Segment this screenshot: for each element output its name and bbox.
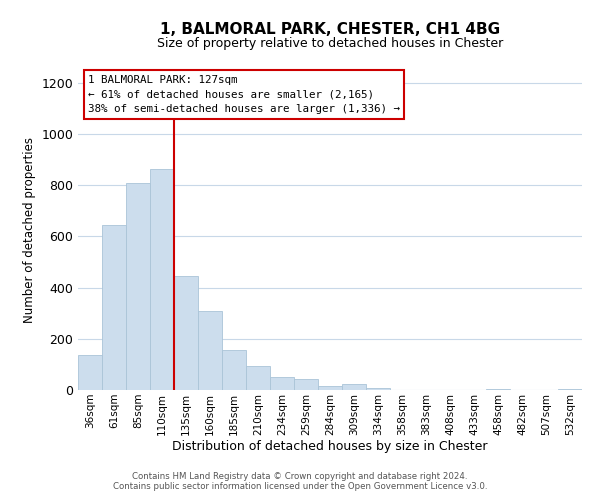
Bar: [174, 276, 198, 390]
Bar: [78, 356, 102, 390]
Bar: [366, 388, 390, 390]
X-axis label: Distribution of detached houses by size in Chester: Distribution of detached houses by size …: [172, 440, 488, 454]
Text: Contains public sector information licensed under the Open Government Licence v3: Contains public sector information licen…: [113, 482, 487, 491]
Bar: [486, 388, 510, 390]
Bar: [222, 350, 246, 390]
Bar: [126, 182, 150, 390]
Bar: [102, 225, 126, 390]
Bar: [342, 384, 366, 390]
Text: 1 BALMORAL PARK: 127sqm
← 61% of detached houses are smaller (2,165)
38% of semi: 1 BALMORAL PARK: 127sqm ← 61% of detache…: [88, 75, 400, 114]
Bar: [294, 379, 318, 390]
Text: Contains HM Land Registry data © Crown copyright and database right 2024.: Contains HM Land Registry data © Crown c…: [132, 472, 468, 481]
Y-axis label: Number of detached properties: Number of detached properties: [23, 137, 36, 323]
Bar: [246, 366, 270, 390]
Bar: [318, 386, 342, 390]
Text: 1, BALMORAL PARK, CHESTER, CH1 4BG: 1, BALMORAL PARK, CHESTER, CH1 4BG: [160, 22, 500, 38]
Bar: [150, 168, 174, 390]
Bar: [270, 376, 294, 390]
Text: Size of property relative to detached houses in Chester: Size of property relative to detached ho…: [157, 38, 503, 51]
Bar: [198, 310, 222, 390]
